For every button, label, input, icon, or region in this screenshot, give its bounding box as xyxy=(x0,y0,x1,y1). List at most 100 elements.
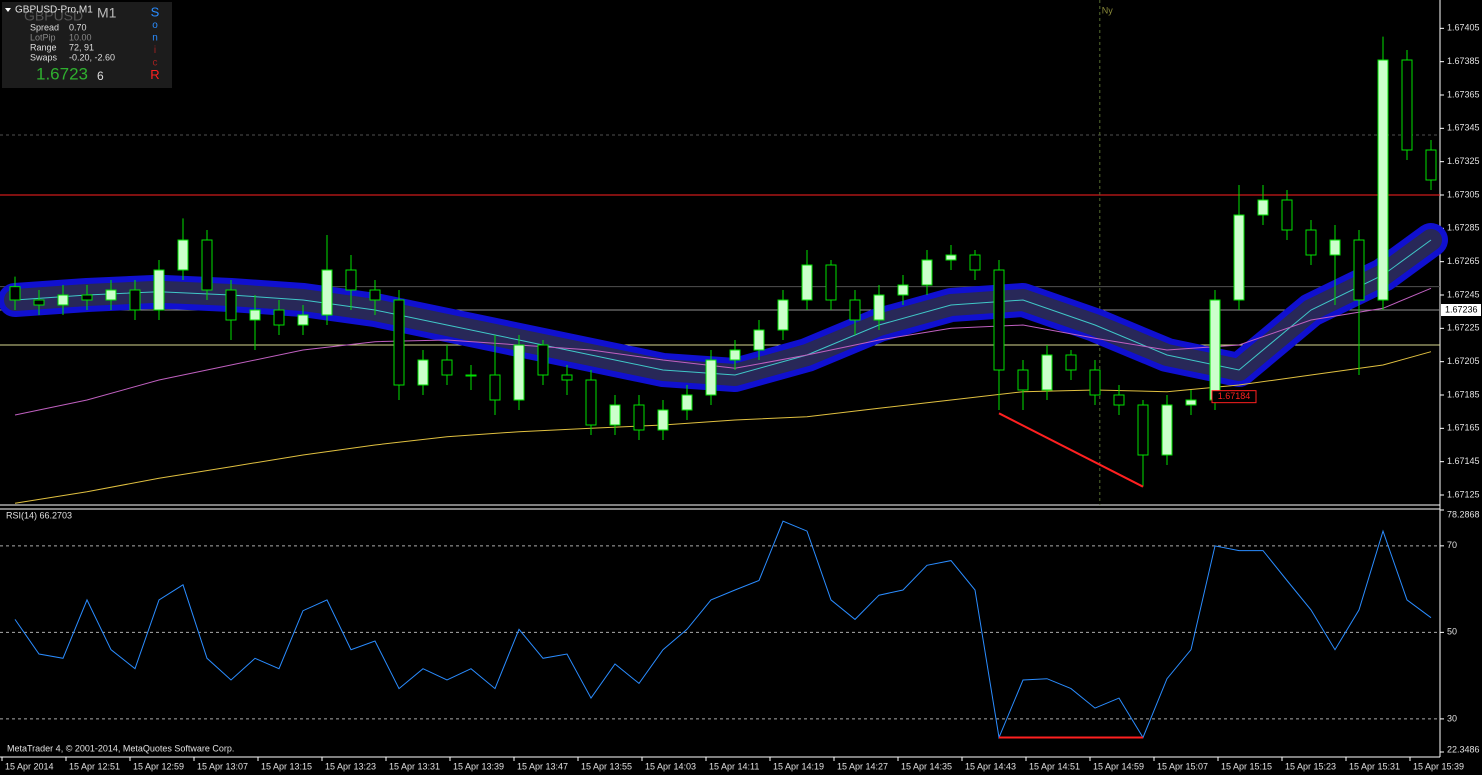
bid-digit: 6 xyxy=(97,69,104,83)
y-tick-label: 1.67205 xyxy=(1447,356,1480,366)
x-tick-label: 15 Apr 14:35 xyxy=(901,761,952,771)
symbol-tab: GBPUSD-Pro,M1 xyxy=(15,5,93,16)
candle-body xyxy=(777,299,789,331)
candle-body xyxy=(633,404,645,431)
candle-body xyxy=(297,314,309,326)
candle-body xyxy=(417,359,429,386)
candle-body xyxy=(585,379,597,426)
candle-body xyxy=(753,329,765,351)
candle-body xyxy=(561,374,573,381)
candle-body xyxy=(873,294,885,321)
x-tick-label: 15 Apr 12:59 xyxy=(133,761,184,771)
copyright: MetaTrader 4, © 2001-2014, MetaQuotes So… xyxy=(7,743,234,753)
y-tick-label: 1.67225 xyxy=(1447,323,1480,333)
y-tick-label: 1.67245 xyxy=(1447,289,1480,299)
y-tick-label: 1.67325 xyxy=(1447,156,1480,166)
candle-body xyxy=(537,344,549,376)
candle-body xyxy=(609,404,621,426)
y-tick-label: 22.3486 xyxy=(1447,744,1480,754)
candle-body xyxy=(1233,214,1245,301)
x-tick-label: 15 Apr 14:51 xyxy=(1029,761,1080,771)
candle-body xyxy=(1041,354,1053,391)
candle-body xyxy=(129,289,141,311)
x-tick-label: 15 Apr 14:43 xyxy=(965,761,1016,771)
y-tick-label: 30 xyxy=(1447,713,1457,723)
y-tick-label: 1.67145 xyxy=(1447,456,1480,466)
candle-body xyxy=(1353,239,1365,301)
x-tick-label: 15 Apr 13:23 xyxy=(325,761,376,771)
info-value: 0.70 xyxy=(69,22,87,32)
candle-body xyxy=(1185,399,1197,406)
signal-letter: o xyxy=(152,20,158,31)
x-tick-label: 15 Apr 15:39 xyxy=(1413,761,1464,771)
x-tick-label: 15 Apr 14:27 xyxy=(837,761,888,771)
current-price-box xyxy=(1441,304,1481,316)
candle-body xyxy=(657,409,669,431)
x-tick-label: 15 Apr 13:07 xyxy=(197,761,248,771)
session-label: Ny xyxy=(1102,5,1113,15)
candle-body xyxy=(513,344,525,401)
signal-letter: S xyxy=(151,4,160,19)
x-tick-label: 15 Apr 14:03 xyxy=(645,761,696,771)
x-tick-label: 15 Apr 15:31 xyxy=(1349,761,1400,771)
price-marker-label: 1.67184 xyxy=(1218,391,1251,401)
candle-body xyxy=(1425,149,1437,181)
y-tick-label: 1.67385 xyxy=(1447,56,1480,66)
candle-body xyxy=(1089,369,1101,396)
y-tick-label: 1.67405 xyxy=(1447,23,1480,33)
candle-body xyxy=(9,286,21,301)
candle-body xyxy=(1329,239,1341,256)
x-tick-label: 15 Apr 13:15 xyxy=(261,761,312,771)
signal-letter: n xyxy=(152,33,158,44)
signal-letter: c xyxy=(153,58,158,69)
bid-price: 1.6723 xyxy=(36,64,88,83)
current-price-label: 1.67236 xyxy=(1445,304,1478,314)
y-tick-label: 50 xyxy=(1447,627,1457,637)
x-tick-label: 15 Apr 13:47 xyxy=(517,761,568,771)
candle-body xyxy=(1065,354,1077,371)
candle-body xyxy=(81,294,93,301)
y-tick-label: 70 xyxy=(1447,540,1457,550)
y-tick-label: 1.67265 xyxy=(1447,256,1480,266)
x-tick-label: 15 Apr 15:07 xyxy=(1157,761,1208,771)
x-tick-label: 15 Apr 12:51 xyxy=(69,761,120,771)
info-value: -0.20, -2.60 xyxy=(69,52,115,62)
candle-body xyxy=(489,374,501,401)
candle-body xyxy=(849,299,861,321)
candle-body xyxy=(1257,199,1269,216)
candle-body xyxy=(153,269,165,311)
info-label: Range xyxy=(30,42,57,52)
candle-body xyxy=(801,264,813,301)
x-tick-label: 15 Apr 15:15 xyxy=(1221,761,1272,771)
info-panel-bg xyxy=(2,2,172,88)
candle-body xyxy=(1377,59,1389,301)
candle-body xyxy=(177,239,189,271)
info-label: Swaps xyxy=(30,52,58,62)
y-tick-label: 78.2868 xyxy=(1447,509,1480,519)
info-panel: GBPUSD GBPUSD-Pro,M1 M1 1.6723 6 Spread 0… xyxy=(2,2,172,88)
divergence-line xyxy=(998,412,1144,488)
signal-letter: R xyxy=(150,67,159,82)
y-tick-label: 1.67345 xyxy=(1447,123,1480,133)
indicator-title: RSI(14) 66.2703 xyxy=(6,510,72,520)
info-value: 10.00 xyxy=(69,32,92,42)
candle-body xyxy=(249,309,261,321)
candle-body xyxy=(1305,229,1317,256)
y-tick-label: 1.67125 xyxy=(1447,489,1480,499)
x-tick-label: 15 Apr 13:39 xyxy=(453,761,504,771)
candle-body xyxy=(273,309,285,326)
price-marker-box xyxy=(1211,390,1257,404)
candle-body xyxy=(993,269,1005,371)
y-tick-label: 1.67365 xyxy=(1447,89,1480,99)
candle-body xyxy=(225,289,237,321)
candle-body xyxy=(393,299,405,386)
dropdown-icon xyxy=(5,8,11,12)
candle-body xyxy=(345,269,357,291)
signal-letter: i xyxy=(154,45,156,56)
candle-body xyxy=(201,239,213,291)
y-tick-label: 1.67165 xyxy=(1447,423,1480,433)
y-tick-label: 1.67305 xyxy=(1447,189,1480,199)
